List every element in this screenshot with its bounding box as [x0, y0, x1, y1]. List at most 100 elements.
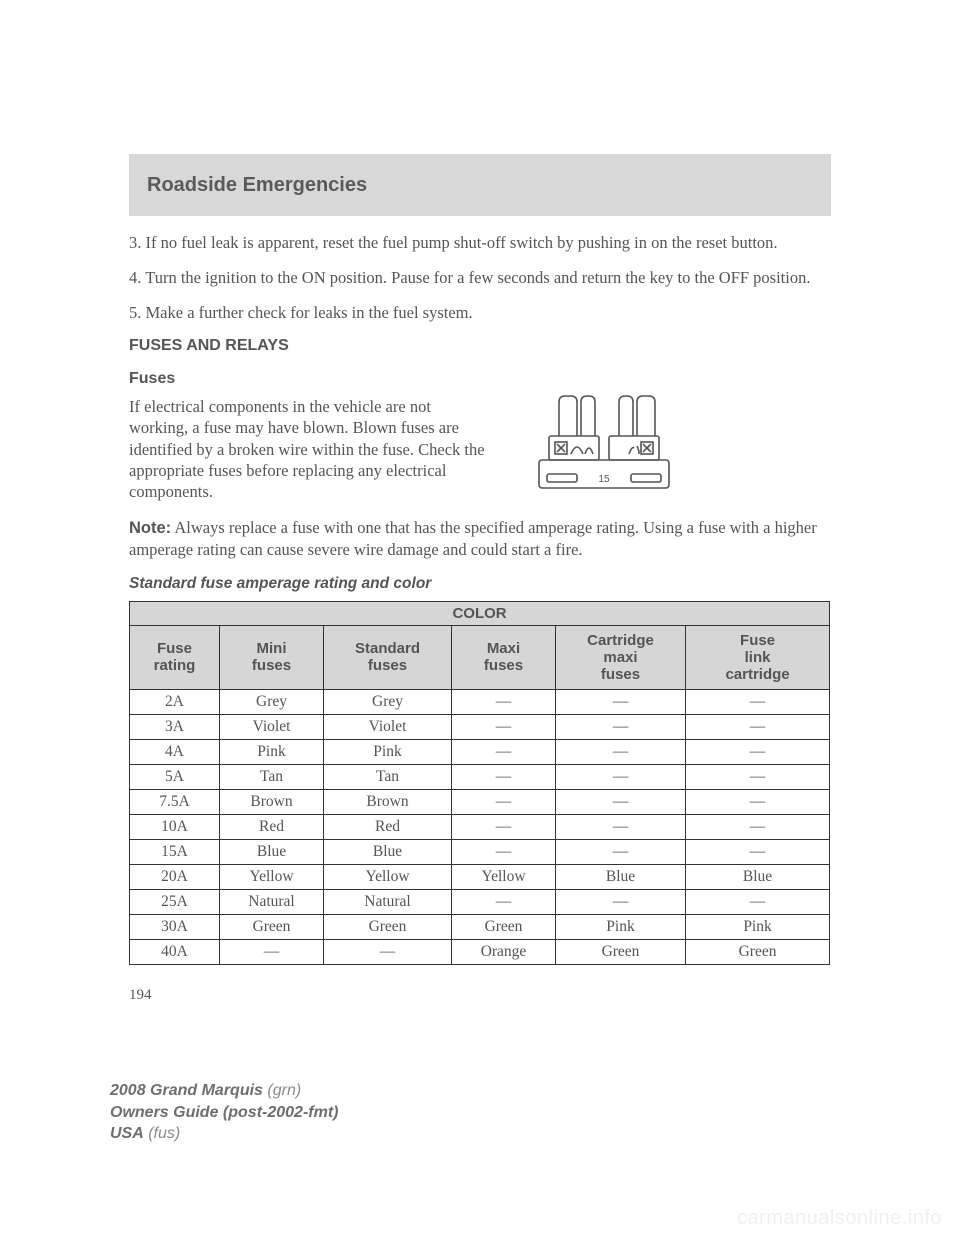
table-cell: — — [556, 840, 686, 865]
header-block: Roadside Emergencies — [129, 154, 831, 216]
note-label: Note: — [129, 519, 171, 537]
page-number: 194 — [129, 987, 152, 1004]
footer-region-code: (fus) — [144, 1125, 180, 1142]
table-cell: 40A — [130, 940, 220, 965]
table-cell: Grey — [324, 690, 452, 715]
table-cell: — — [556, 740, 686, 765]
table-row: 10ARedRed——— — [130, 815, 830, 840]
table-cell: 25A — [130, 890, 220, 915]
table-cell: — — [556, 765, 686, 790]
table-cell: Pink — [220, 740, 324, 765]
table-row: 2AGreyGrey——— — [130, 690, 830, 715]
footer-line-1: 2008 Grand Marquis (grn) — [110, 1080, 338, 1102]
table-cell: — — [452, 840, 556, 865]
table-cell: — — [324, 940, 452, 965]
footer-model: 2008 Grand Marquis — [110, 1082, 263, 1099]
table-title: Standard fuse amperage rating and color — [129, 575, 831, 593]
fuse-color-table: COLOR FuseratingMinifusesStandardfusesMa… — [129, 601, 830, 966]
table-cell: — — [452, 890, 556, 915]
table-cell: Grey — [220, 690, 324, 715]
footer: 2008 Grand Marquis (grn) Owners Guide (p… — [110, 1080, 338, 1145]
table-cell: — — [220, 940, 324, 965]
section-fuses-relays: FUSES AND RELAYS — [129, 337, 831, 355]
table-cell: Natural — [220, 890, 324, 915]
table-cell: — — [452, 765, 556, 790]
table-cell: 20A — [130, 865, 220, 890]
step-3: 3. If no fuel leak is apparent, reset th… — [129, 232, 831, 253]
table-column-header: Minifuses — [220, 625, 324, 690]
table-row: 7.5ABrownBrown——— — [130, 790, 830, 815]
table-cell: — — [686, 740, 830, 765]
table-cell: Pink — [686, 915, 830, 940]
table-cell: — — [686, 790, 830, 815]
table-cell: Yellow — [220, 865, 324, 890]
content-area: 3. If no fuel leak is apparent, reset th… — [129, 232, 831, 965]
table-header-row: FuseratingMinifusesStandardfusesMaxifuse… — [130, 625, 830, 690]
table-cell: Yellow — [452, 865, 556, 890]
table-cell: — — [452, 815, 556, 840]
table-cell: 30A — [130, 915, 220, 940]
fuse-note: Note: Always replace a fuse with one tha… — [129, 517, 831, 560]
step-5: 5. Make a further check for leaks in the… — [129, 302, 831, 323]
table-cell: 2A — [130, 690, 220, 715]
page: Roadside Emergencies 3. If no fuel leak … — [0, 0, 960, 1242]
table-cell: Blue — [220, 840, 324, 865]
table-cell: — — [452, 690, 556, 715]
table-cell: Blue — [556, 865, 686, 890]
table-body: 2AGreyGrey———3AVioletViolet———4APinkPink… — [130, 690, 830, 965]
table-row: 5ATanTan——— — [130, 765, 830, 790]
table-row: 4APinkPink——— — [130, 740, 830, 765]
table-cell: 5A — [130, 765, 220, 790]
table-column-header: Standardfuses — [324, 625, 452, 690]
fuse-description: If electrical components in the vehicle … — [129, 396, 489, 502]
table-cell: 4A — [130, 740, 220, 765]
fuse-icon: 15 — [529, 390, 679, 505]
table-cell: — — [686, 815, 830, 840]
fuse-label: 15 — [598, 474, 610, 485]
step-4: 4. Turn the ignition to the ON position.… — [129, 267, 831, 288]
table-cell: — — [686, 715, 830, 740]
footer-model-code: (grn) — [263, 1082, 301, 1099]
table-super-header: COLOR — [130, 601, 830, 625]
watermark: carmanualsonline.info — [737, 1207, 942, 1230]
table-cell: Pink — [556, 915, 686, 940]
table-column-header: Fuselinkcartridge — [686, 625, 830, 690]
table-cell: Green — [452, 915, 556, 940]
footer-line-2: Owners Guide (post-2002-fmt) — [110, 1102, 338, 1124]
table-cell: Brown — [220, 790, 324, 815]
table-cell: — — [686, 765, 830, 790]
table-cell: Green — [220, 915, 324, 940]
table-cell: Green — [324, 915, 452, 940]
fuse-row: If electrical components in the vehicle … — [129, 396, 831, 505]
table-column-header: Fuserating — [130, 625, 220, 690]
table-row: 3AVioletViolet——— — [130, 715, 830, 740]
table-cell: Yellow — [324, 865, 452, 890]
table-column-header: Cartridgemaxifuses — [556, 625, 686, 690]
table-cell: — — [452, 790, 556, 815]
table-cell: Violet — [220, 715, 324, 740]
table-cell: — — [556, 715, 686, 740]
table-column-header: Maxifuses — [452, 625, 556, 690]
table-row: 40A——OrangeGreenGreen — [130, 940, 830, 965]
table-cell: 10A — [130, 815, 220, 840]
table-cell: — — [686, 890, 830, 915]
table-cell: Green — [686, 940, 830, 965]
table-row: 20AYellowYellowYellowBlueBlue — [130, 865, 830, 890]
table-cell: — — [556, 690, 686, 715]
table-cell: — — [452, 740, 556, 765]
table-cell: Tan — [324, 765, 452, 790]
table-cell: Tan — [220, 765, 324, 790]
table-cell: Orange — [452, 940, 556, 965]
table-cell: — — [452, 715, 556, 740]
table-cell: 15A — [130, 840, 220, 865]
subsection-fuses: Fuses — [129, 370, 831, 388]
table-cell: — — [556, 890, 686, 915]
table-cell: — — [686, 690, 830, 715]
table-cell: — — [686, 840, 830, 865]
table-row: 15ABlueBlue——— — [130, 840, 830, 865]
table-cell: Natural — [324, 890, 452, 915]
table-cell: Red — [220, 815, 324, 840]
table-cell: — — [556, 815, 686, 840]
table-row: 25ANaturalNatural——— — [130, 890, 830, 915]
table-row: 30AGreenGreenGreenPinkPink — [130, 915, 830, 940]
